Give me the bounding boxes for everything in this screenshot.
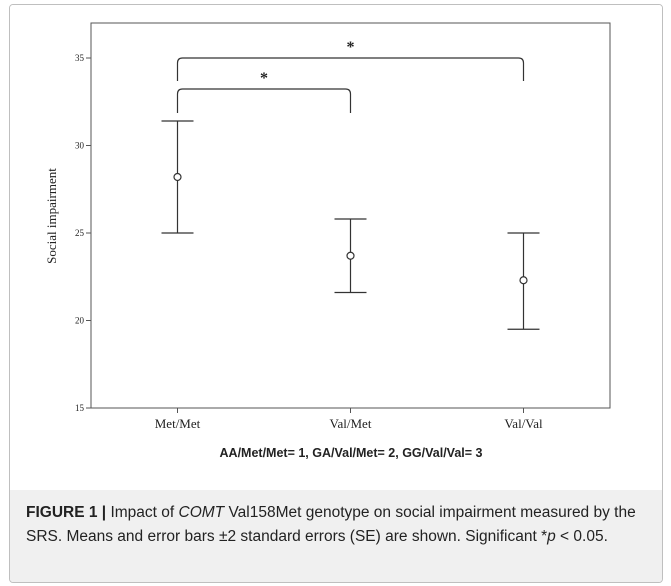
x-axis: Met/Met Val/Met Val/Val [155, 408, 543, 431]
caption-text-3: < 0.05. [556, 528, 608, 545]
mean-point [347, 252, 354, 259]
x-tick-label: Met/Met [155, 416, 201, 431]
y-axis-label: Social impairment [44, 168, 59, 264]
caption-label: FIGURE 1 | [26, 504, 106, 521]
caption-gene: COMT [179, 504, 225, 521]
caption-box: FIGURE 1 | Impact of COMT Val158Met geno… [10, 490, 662, 582]
y-tick-label: 25 [75, 228, 85, 238]
caption-p-variable: p [547, 528, 556, 545]
figure-frame: 15 20 25 30 35 Met/Met Val/Met Val/Val * * Soci… [9, 4, 663, 583]
mean-point [520, 277, 527, 284]
y-tick-label: 20 [75, 316, 85, 326]
significance-label: * [260, 70, 268, 87]
y-tick-label: 30 [75, 141, 85, 151]
chart-area: 15 20 25 30 35 Met/Met Val/Met Val/Val * * Soci… [10, 5, 662, 475]
y-tick-label: 15 [75, 403, 85, 413]
y-axis: 15 20 25 30 35 [75, 53, 91, 413]
y-tick-label: 35 [75, 53, 85, 63]
mean-point [174, 174, 181, 181]
x-tick-label: Val/Val [504, 416, 543, 431]
figure-caption: FIGURE 1 | Impact of COMT Val158Met geno… [26, 501, 646, 549]
error-bar-chart: 15 20 25 30 35 Met/Met Val/Met Val/Val * * Soci… [10, 5, 662, 475]
x-tick-label: Val/Met [330, 416, 372, 431]
caption-text-1: Impact of [106, 504, 178, 521]
significance-label: * [347, 39, 355, 56]
plot-frame [91, 23, 610, 408]
x-axis-label: AA/Met/Met= 1, GA/Val/Met= 2, GG/Val/Val… [220, 446, 483, 460]
